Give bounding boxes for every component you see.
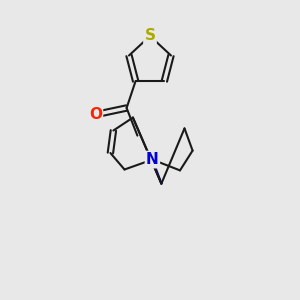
Text: O: O	[89, 107, 102, 122]
Text: S: S	[145, 28, 155, 44]
Text: N: N	[146, 152, 159, 167]
